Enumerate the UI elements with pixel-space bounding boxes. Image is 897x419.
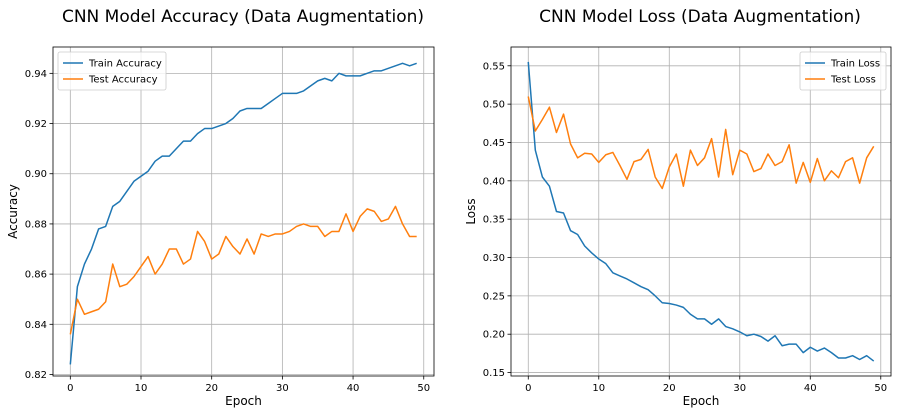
x-axis-label: Epoch xyxy=(683,394,720,408)
plot-area xyxy=(511,47,891,376)
x-tick-label: 10 xyxy=(592,383,605,394)
x-tick-label: 20 xyxy=(663,383,676,394)
x-tick-label: 20 xyxy=(205,383,218,394)
y-tick-label: 0.94 xyxy=(25,69,47,80)
y-axis-label: Accuracy xyxy=(6,184,20,239)
series-line-test-accuracy xyxy=(70,206,416,334)
x-tick-label: 50 xyxy=(874,383,887,394)
chart-title: CNN Model Loss (Data Augmentation) xyxy=(539,7,861,27)
y-tick-label: 0.40 xyxy=(483,176,505,187)
legend-label: Train Loss xyxy=(830,59,880,70)
y-tick-label: 0.30 xyxy=(483,253,505,264)
y-tick-label: 0.92 xyxy=(25,119,47,130)
x-axis-label: Epoch xyxy=(225,394,262,408)
y-axis-label: Loss xyxy=(464,198,478,224)
chart-panel-1: 0 10 20 30 40 50 0.82 0.84 0.86 0.88 0.90 0.92 0.94 C… xyxy=(6,7,434,408)
y-tick-label: 0.15 xyxy=(483,368,505,379)
x-tick-label: 40 xyxy=(347,383,360,394)
x-tick-label: 40 xyxy=(804,383,817,394)
x-tick-label: 10 xyxy=(135,383,148,394)
y-tick-label: 0.20 xyxy=(483,330,505,341)
x-tick-label: 30 xyxy=(733,383,746,394)
legend-label: Test Accuracy xyxy=(88,75,158,86)
series-line-train-loss xyxy=(528,62,873,361)
y-tick-label: 0.86 xyxy=(25,270,47,281)
y-tick-label: 0.45 xyxy=(483,138,505,149)
y-tick-label: 0.82 xyxy=(25,370,47,381)
legend-label: Test Loss xyxy=(830,75,876,86)
y-tick-label: 0.25 xyxy=(483,291,505,302)
y-tick-label: 0.50 xyxy=(483,100,505,111)
chart-panel-2: 0 10 20 30 40 50 0.15 0.20 0.25 0.30 0.35 0.40 0.45 0… xyxy=(464,7,891,408)
x-tick-label: 0 xyxy=(67,383,73,394)
y-tick-label: 0.88 xyxy=(25,219,47,230)
legend: Train Loss Test Loss xyxy=(800,52,886,90)
x-tick-label: 30 xyxy=(276,383,289,394)
chart-title: CNN Model Accuracy (Data Augmentation) xyxy=(62,7,424,27)
y-tick-label: 0.55 xyxy=(483,61,505,72)
x-tick-label: 50 xyxy=(417,383,430,394)
y-tick-label: 0.90 xyxy=(25,169,47,180)
y-tick-label: 0.35 xyxy=(483,215,505,226)
y-tick-label: 0.84 xyxy=(25,320,47,331)
x-tick-label: 0 xyxy=(525,383,531,394)
legend-label: Train Accuracy xyxy=(88,59,162,70)
legend: Train Accuracy Test Accuracy xyxy=(58,52,166,90)
series-line-train-accuracy xyxy=(70,63,416,364)
